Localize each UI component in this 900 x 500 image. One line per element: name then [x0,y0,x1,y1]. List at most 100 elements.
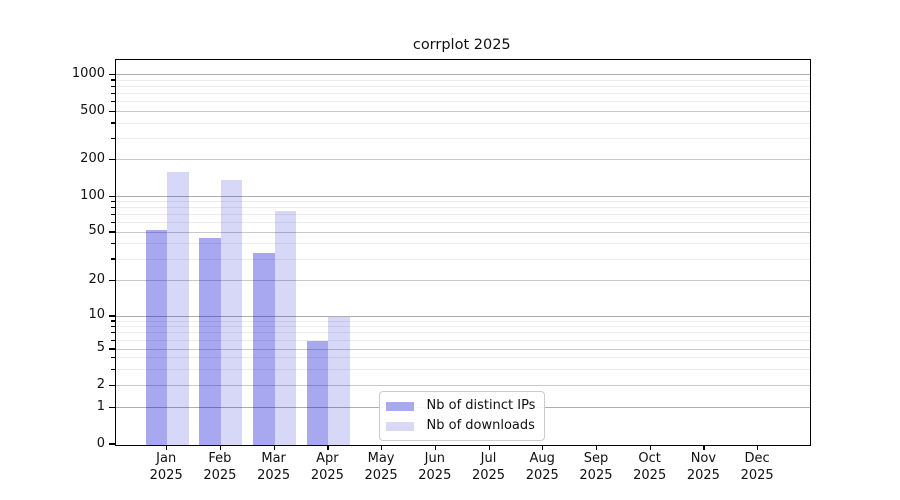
grid-line-minor [115,201,810,203]
y-tick-label-10: 10 [88,307,105,323]
grid-line-5 [115,348,810,350]
y-tick-mark-minor [111,200,115,203]
x-tick-mark-nov [703,444,705,450]
grid-line-minor [115,339,810,341]
bar-distinct-ips-apr [306,340,329,445]
y-tick-label-2: 2 [96,377,105,393]
y-tick-mark-minor [111,213,115,216]
x-tick-mark-feb [219,444,222,450]
grid-line-minor [115,207,810,209]
grid-line-minor [115,243,810,245]
grid-line-minor [115,122,810,124]
x-tick-mark-sep [595,444,598,450]
grid-line-1000 [115,74,810,75]
y-tick-mark-minor [111,221,115,224]
x-tick-mark-aug [542,444,544,450]
y-tick-mark-500 [108,110,115,112]
x-tick-mark-jun [434,444,436,450]
y-tick-mark-minor [111,320,115,322]
y-tick-mark-minor [111,243,115,245]
bar-distinct-ips-jan [145,230,168,445]
grid-line-500 [115,110,810,112]
x-tick-mark-jul [488,444,490,450]
grid-line-100 [115,195,810,197]
x-tick-label-year: 2025 [364,468,398,483]
x-tick-label-mar: Mar 2025 [242,450,306,484]
grid-line-minor [115,320,810,322]
y-tick-mark-10 [108,315,115,317]
grid-line-minor [115,214,810,216]
x-tick-label-jul: Jul 2025 [457,450,521,484]
y-tick-mark-minor [111,207,115,209]
y-tick-mark-50 [108,231,115,233]
bar-distinct-ips-feb [199,238,221,445]
y-tick-mark-minor [111,100,115,103]
x-tick-mark-mar [273,444,275,450]
y-tick-mark-100 [108,195,115,197]
x-tick-label-dec: Dec 2025 [725,450,789,484]
y-tick-label-1000: 1000 [71,65,105,81]
grid-line-minor [115,137,810,139]
x-tick-label-sep: Sep 2025 [564,450,628,484]
legend-item-distinct-ips: Nb of distinct IPs [385,398,536,413]
x-tick-label-year: 2025 [633,468,667,483]
y-tick-label-0: 0 [96,435,105,451]
legend-label-downloads: Nb of downloads [426,418,535,433]
y-tick-mark-minor [111,332,115,334]
x-tick-label-aug: Aug 2025 [510,450,574,484]
y-tick-label-1: 1 [96,399,105,414]
legend-item-downloads: Nb of downloads [385,418,536,433]
y-tick-mark-minor [111,325,115,328]
y-tick-mark-5 [108,348,115,350]
grid-line-10 [115,315,810,317]
grid-line-minor [115,332,810,334]
y-tick-mark-minor [111,122,115,124]
x-tick-label-year: 2025 [686,468,720,483]
y-tick-mark-minor [111,137,115,139]
grid-line-minor [115,92,810,94]
y-tick-mark-2 [108,384,115,387]
y-tick-label-50: 50 [88,223,105,239]
x-tick-label-may: May 2025 [349,450,413,484]
plot-area: Nb of distinct IPs Nb of downloads [108,59,811,446]
y-tick-label-200: 200 [80,151,105,167]
y-tick-mark-minor [111,339,115,341]
y-tick-mark-minor [111,258,115,260]
y-tick-mark-minor [111,92,115,94]
grid-line-minor [115,85,810,87]
grid-line-50 [115,231,810,233]
x-tick-label-feb: Feb 2025 [188,450,252,484]
bar-downloads-mar [274,210,297,445]
y-tick-mark-minor [111,357,115,359]
x-tick-label-year: 2025 [471,468,506,483]
bar-downloads-apr [328,316,350,445]
grid-line-20 [115,280,810,282]
x-tick-label-apr: Apr 2025 [295,450,359,484]
x-tick-label-year: 2025 [418,468,452,483]
y-tick-label-5: 5 [96,340,105,356]
y-tick-mark-1000 [108,73,115,75]
y-tick-mark-0 [108,443,115,445]
x-tick-mark-oct [649,444,651,450]
legend-swatch-distinct-ips [385,401,414,411]
bar-downloads-feb [220,180,243,445]
chart-title: corrplot 2025 [412,37,511,53]
y-tick-label-500: 500 [80,102,105,118]
legend-label-distinct-ips: Nb of distinct IPs [426,398,536,413]
grid-line-minor [115,368,810,370]
grid-line-2 [115,385,810,387]
y-tick-label-100: 100 [80,187,105,203]
x-tick-label-year: 2025 [310,468,344,483]
legend-swatch-downloads [385,421,414,431]
x-tick-mark-jan [166,444,168,450]
x-tick-label-year: 2025 [257,468,291,483]
x-tick-label-year: 2025 [525,468,559,483]
x-tick-mark-dec [757,444,759,450]
x-tick-label-year: 2025 [740,468,774,483]
x-tick-label-year: 2025 [203,468,237,483]
x-tick-label-jan: Jan 2025 [134,450,198,484]
y-tick-mark-20 [108,279,115,282]
y-tick-label-20: 20 [88,272,105,287]
x-tick-label-year: 2025 [579,468,613,483]
